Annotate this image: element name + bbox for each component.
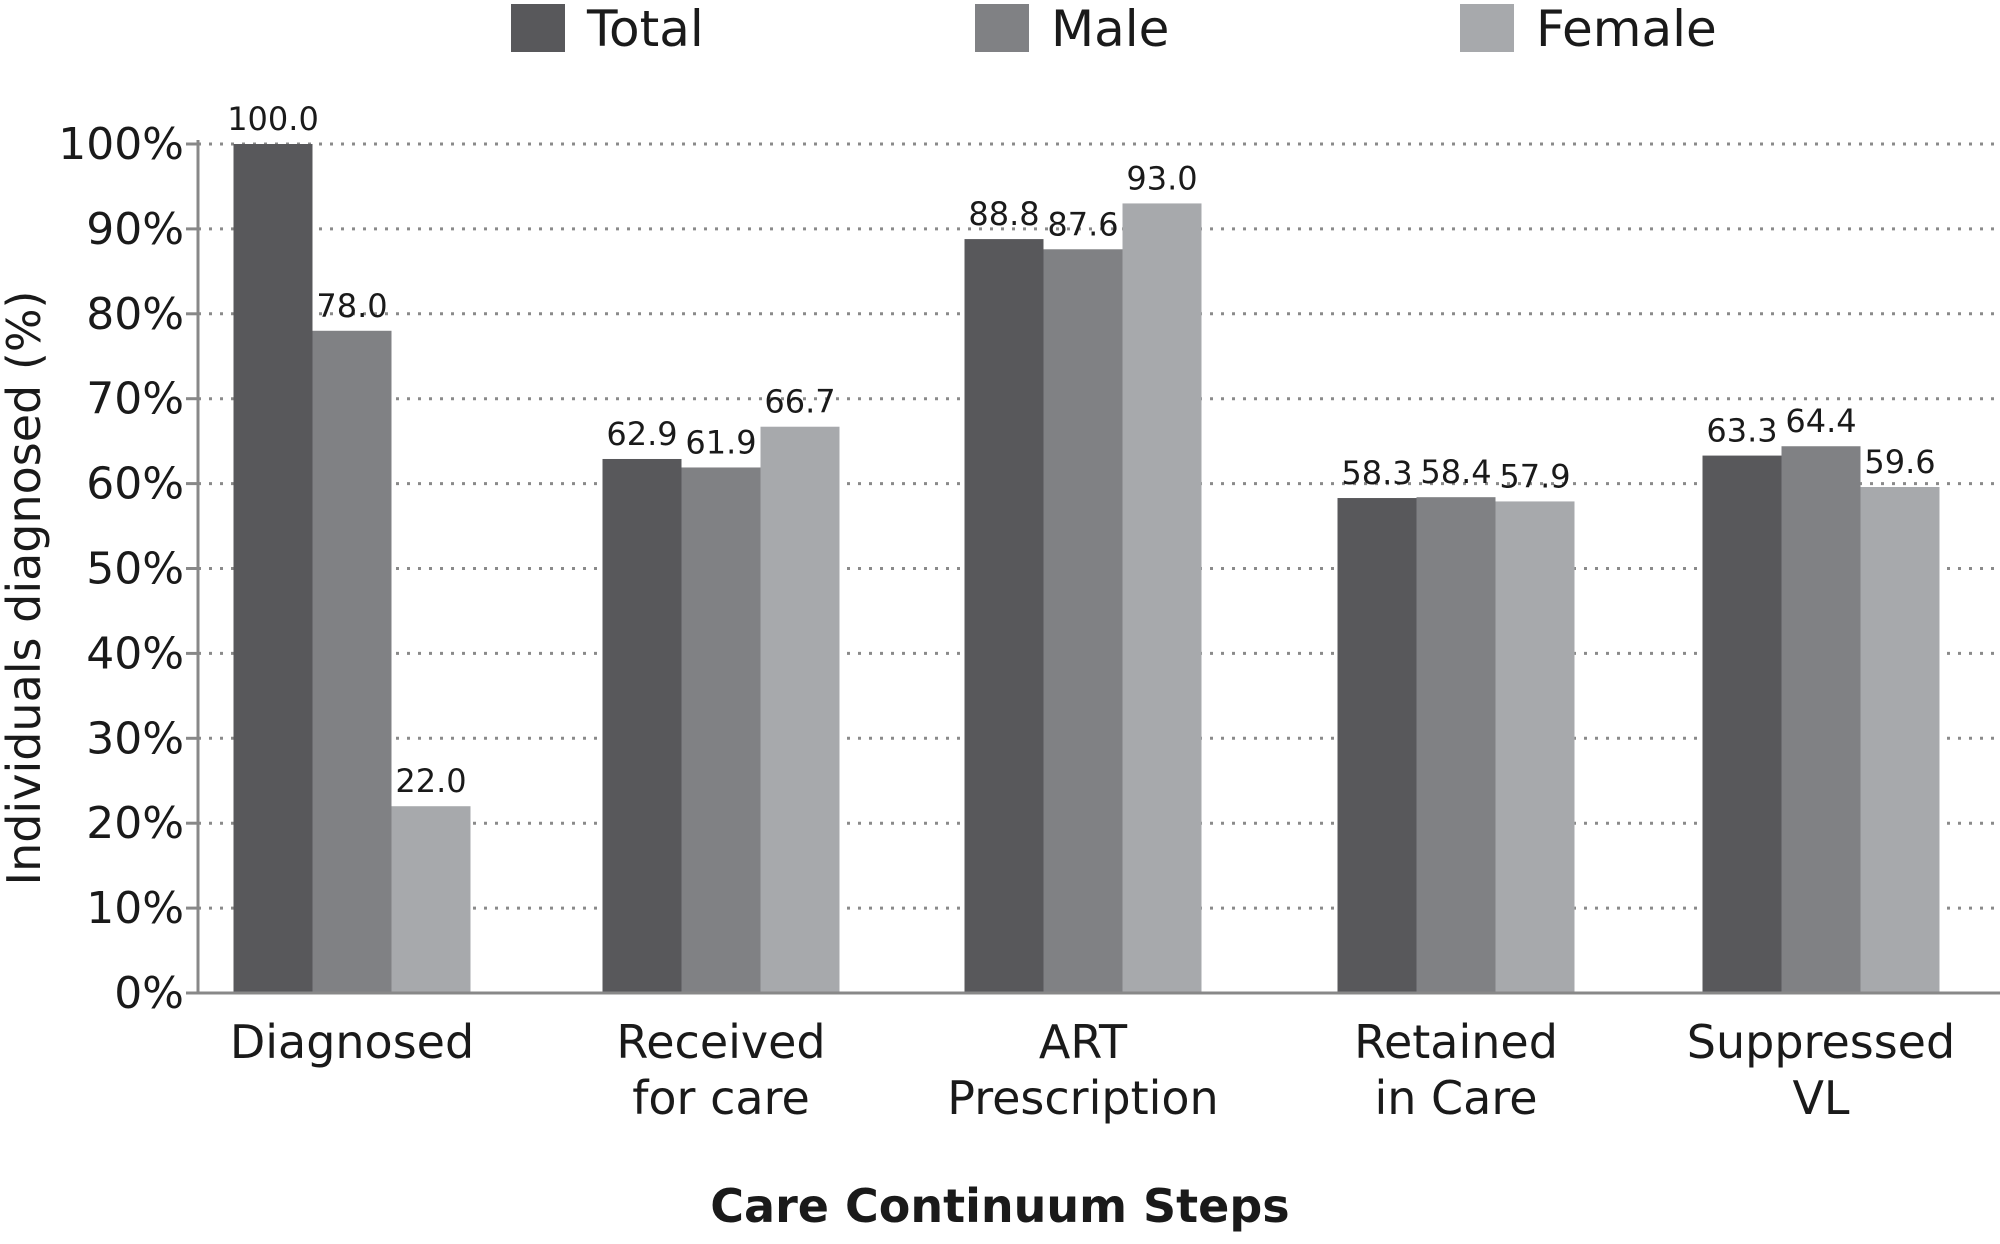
labels: 0% 10% 20% 30% 40% 50% 60% 70% 80% 90% 100% 100.0 78… <box>0 100 1955 1233</box>
data-label: 78.0 <box>316 287 387 325</box>
x-axis-title: Care Continuum Steps <box>710 1179 1289 1233</box>
x-category-label: Prescription <box>947 1071 1218 1125</box>
data-label: 66.7 <box>764 383 835 421</box>
data-label: 22.0 <box>395 762 466 800</box>
bar-male <box>1781 446 1861 993</box>
y-tick-label: 40% <box>86 628 184 679</box>
x-category-label: ART <box>1039 1015 1128 1069</box>
axes <box>186 140 2000 995</box>
y-tick-label: 30% <box>86 713 184 764</box>
x-category-label: Received <box>616 1015 825 1069</box>
data-label: 87.6 <box>1047 205 1118 243</box>
data-label: 88.8 <box>968 195 1039 233</box>
data-label: 62.9 <box>606 415 677 453</box>
x-category-label: VL <box>1792 1071 1849 1125</box>
x-category-label: Suppressed <box>1687 1015 1955 1069</box>
y-tick-label: 20% <box>86 798 184 849</box>
legend-label-female: Female <box>1536 0 1717 58</box>
bar-total <box>602 458 682 993</box>
data-label: 58.3 <box>1341 454 1412 492</box>
x-category-label: Retained <box>1354 1015 1558 1069</box>
data-label: 63.3 <box>1706 412 1777 450</box>
data-label: 57.9 <box>1499 457 1570 495</box>
data-label: 64.4 <box>1785 402 1856 440</box>
bar-male <box>1416 497 1496 993</box>
legend-swatch-total <box>511 4 565 52</box>
y-tick-label: 60% <box>86 459 184 510</box>
x-category-label: Diagnosed <box>230 1015 474 1069</box>
bar-total <box>233 144 313 993</box>
y-tick-label: 100% <box>58 119 184 170</box>
y-tick-label: 50% <box>86 544 184 595</box>
x-category-label: for care <box>632 1071 810 1125</box>
bar-female <box>391 806 471 993</box>
legend: Total Male Female <box>511 0 1717 58</box>
y-tick-label: 70% <box>86 374 184 425</box>
bar-female <box>1122 203 1202 993</box>
data-label: 93.0 <box>1126 159 1197 197</box>
bar-female <box>1860 486 1940 993</box>
bar-male <box>1043 249 1123 993</box>
legend-label-total: Total <box>586 0 704 58</box>
bar-female <box>760 426 840 993</box>
legend-swatch-male <box>975 4 1029 52</box>
y-tick-label: 80% <box>86 289 184 340</box>
bar-female <box>1495 501 1575 993</box>
x-category-label: in Care <box>1374 1071 1537 1125</box>
bar-total <box>1337 498 1417 993</box>
data-label: 100.0 <box>227 100 319 138</box>
data-label: 61.9 <box>685 423 756 461</box>
bars <box>233 144 1940 993</box>
y-tick-label: 10% <box>86 883 184 934</box>
data-label: 58.4 <box>1420 453 1491 491</box>
bar-total <box>1702 455 1782 993</box>
legend-swatch-female <box>1460 4 1514 52</box>
bar-male <box>681 467 761 993</box>
y-tick-label: 90% <box>86 204 184 255</box>
data-label: 59.6 <box>1864 443 1935 481</box>
legend-label-male: Male <box>1051 0 1169 58</box>
y-axis-title: Individuals diagnosed (%) <box>0 291 51 886</box>
bar-total <box>964 239 1044 993</box>
y-tick-label: 0% <box>114 968 184 1019</box>
bar-male <box>312 330 392 993</box>
